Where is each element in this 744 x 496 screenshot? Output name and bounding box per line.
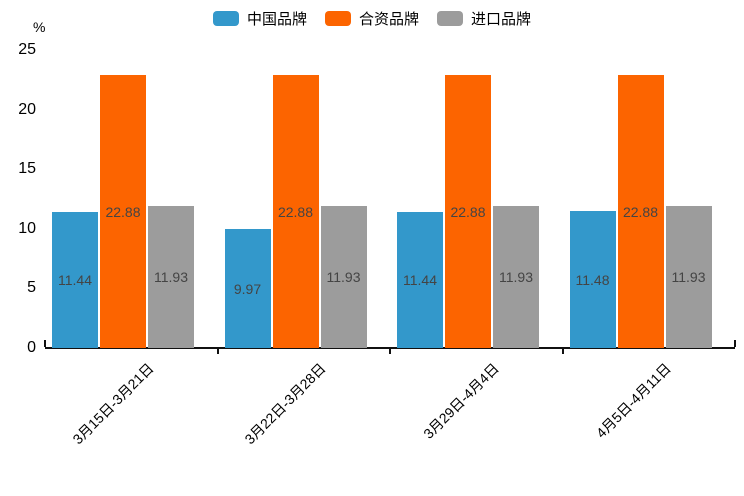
bar-3-3: 11.93 — [493, 205, 539, 348]
legend-item-3[interactable]: 进口品牌 — [437, 8, 531, 29]
bar-3-4: 11.93 — [665, 205, 712, 348]
legend-item-1[interactable]: 中国品牌 — [212, 8, 307, 29]
bar-value-label: 9.97 — [233, 280, 262, 297]
bar-value-label: 11.93 — [499, 268, 533, 285]
bar-value-label: 11.44 — [403, 271, 437, 288]
bar-2-4: 22.88 — [617, 75, 664, 348]
bar-value-label: 22.88 — [277, 203, 314, 220]
x-axis-line — [45, 347, 735, 349]
x-axis-tick — [216, 349, 219, 354]
bar-value-label: 22.88 — [105, 203, 141, 220]
y-axis-tick-label: 25 — [18, 41, 36, 58]
x-axis-category-label: 3月15日-3月21日 — [69, 360, 157, 448]
bar-value-label: 11.93 — [671, 268, 706, 285]
bar-1-1: 11.44 — [52, 211, 98, 348]
bar-2-2: 22.88 — [272, 75, 319, 348]
legend-swatch-icon — [437, 11, 463, 26]
bar-1-4: 11.48 — [569, 211, 616, 348]
x-axis-category-label: 3月22日-3月28日 — [241, 360, 330, 448]
x-axis-end-cap — [734, 340, 736, 347]
bar-value-label: 22.88 — [450, 203, 486, 220]
x-axis-tick — [561, 349, 564, 354]
bar-value-label: 11.44 — [58, 271, 92, 288]
y-axis-tick-label: 10 — [18, 219, 36, 237]
legend: 中国品牌 合资品牌 进口品牌 — [0, 8, 744, 29]
legend-item-2[interactable]: 合资品牌 — [324, 8, 419, 29]
bar-3-1: 11.93 — [148, 205, 194, 348]
x-axis-category-label: 3月29日-4月4日 — [419, 360, 502, 442]
bar-1-2: 9.97 — [224, 229, 271, 348]
bar-3-2: 11.93 — [320, 205, 367, 348]
legend-swatch-icon — [212, 11, 239, 26]
legend-item-label: 进口品牌 — [471, 11, 532, 28]
bar-value-label: 22.88 — [622, 203, 659, 220]
legend-item-label: 中国品牌 — [246, 11, 307, 28]
y-axis-tick-label: 0 — [27, 339, 36, 356]
y-axis-tick-label: 20 — [18, 100, 36, 118]
bar-2-3: 22.88 — [445, 75, 491, 348]
legend-item-label: 合资品牌 — [358, 11, 419, 28]
y-axis-unit-label: % — [33, 19, 46, 35]
x-axis-end-cap — [44, 340, 46, 347]
bar-value-label: 11.93 — [326, 268, 361, 285]
y-axis-tick-label: 5 — [27, 279, 36, 297]
y-axis-tick-label: 15 — [18, 160, 36, 178]
legend-swatch-icon — [324, 11, 351, 26]
bar-2-1: 22.88 — [100, 75, 146, 348]
bar-value-label: 11.48 — [575, 271, 610, 288]
bar-1-3: 11.44 — [397, 211, 443, 348]
x-axis-category-label: 4月5日-4月11日 — [593, 360, 675, 442]
x-axis-tick — [389, 349, 391, 354]
bar-value-label: 11.93 — [154, 268, 188, 285]
